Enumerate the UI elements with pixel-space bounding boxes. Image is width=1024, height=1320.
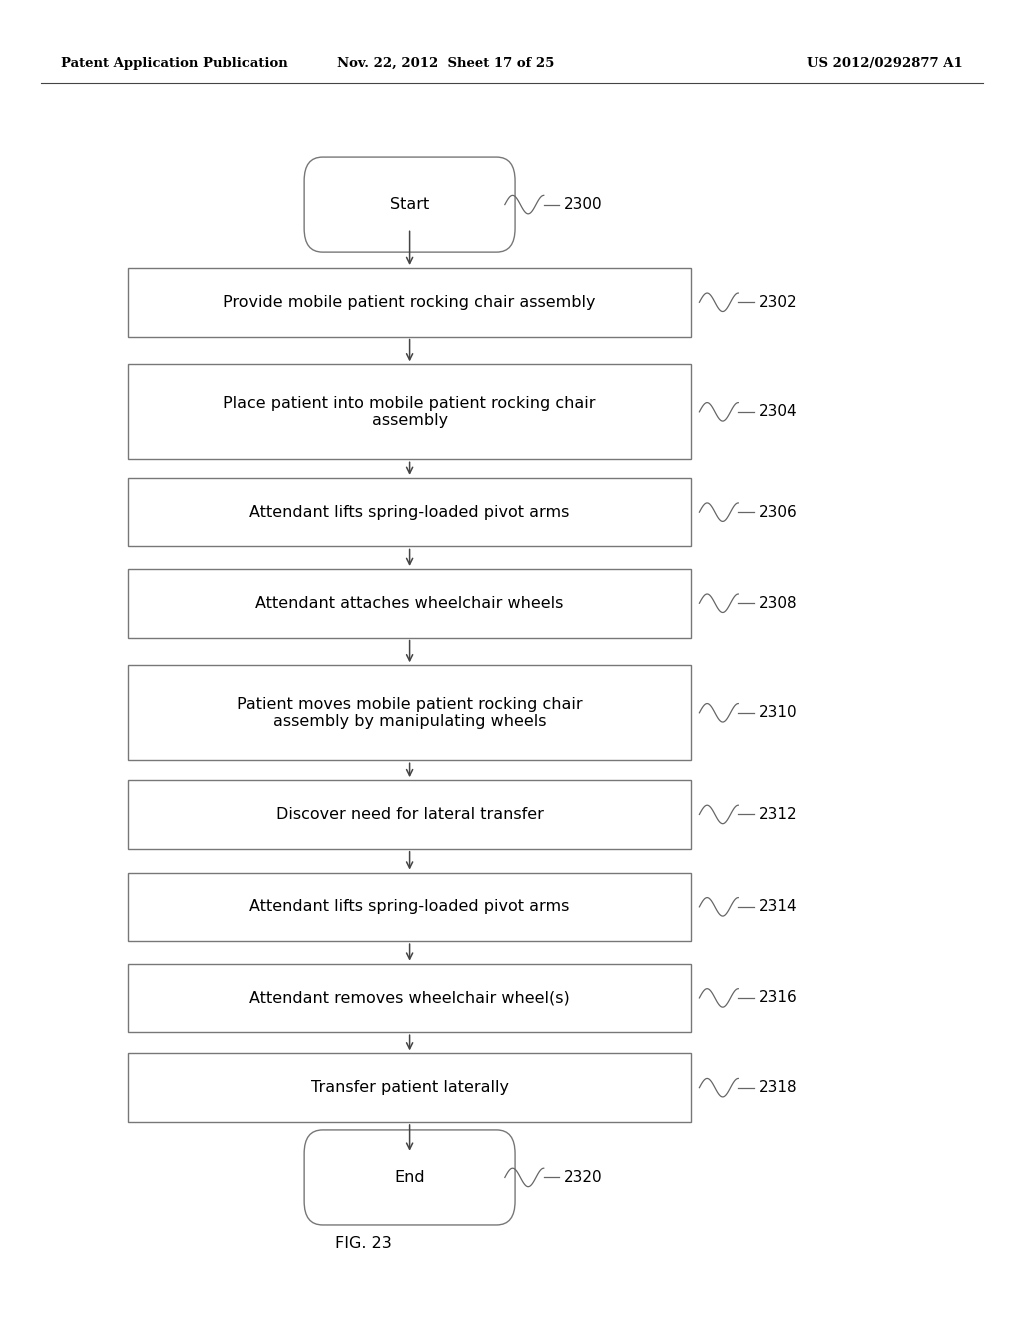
- Text: US 2012/0292877 A1: US 2012/0292877 A1: [807, 57, 963, 70]
- Text: 2300: 2300: [564, 197, 603, 213]
- Text: 2304: 2304: [759, 404, 798, 420]
- Text: Place patient into mobile patient rocking chair
assembly: Place patient into mobile patient rockin…: [223, 396, 596, 428]
- FancyBboxPatch shape: [128, 780, 691, 849]
- Text: 2312: 2312: [759, 807, 798, 822]
- Text: End: End: [394, 1170, 425, 1185]
- Text: Patent Application Publication: Patent Application Publication: [61, 57, 288, 70]
- FancyBboxPatch shape: [128, 1053, 691, 1122]
- Text: Start: Start: [390, 197, 429, 213]
- FancyBboxPatch shape: [128, 873, 691, 941]
- Text: 2308: 2308: [759, 595, 798, 611]
- Text: Attendant attaches wheelchair wheels: Attendant attaches wheelchair wheels: [255, 595, 564, 611]
- FancyBboxPatch shape: [128, 268, 691, 337]
- Text: Attendant lifts spring-loaded pivot arms: Attendant lifts spring-loaded pivot arms: [250, 504, 569, 520]
- FancyBboxPatch shape: [128, 364, 691, 459]
- FancyBboxPatch shape: [128, 569, 691, 638]
- Text: 2302: 2302: [759, 294, 798, 310]
- FancyBboxPatch shape: [304, 157, 515, 252]
- Text: Discover need for lateral transfer: Discover need for lateral transfer: [275, 807, 544, 822]
- Text: Transfer patient laterally: Transfer patient laterally: [310, 1080, 509, 1096]
- Text: 2306: 2306: [759, 504, 798, 520]
- FancyBboxPatch shape: [128, 964, 691, 1032]
- Text: 2310: 2310: [759, 705, 798, 721]
- Text: 2320: 2320: [564, 1170, 603, 1185]
- Text: 2316: 2316: [759, 990, 798, 1006]
- Text: Attendant removes wheelchair wheel(s): Attendant removes wheelchair wheel(s): [249, 990, 570, 1006]
- Text: Patient moves mobile patient rocking chair
assembly by manipulating wheels: Patient moves mobile patient rocking cha…: [237, 697, 583, 729]
- Text: Nov. 22, 2012  Sheet 17 of 25: Nov. 22, 2012 Sheet 17 of 25: [337, 57, 554, 70]
- FancyBboxPatch shape: [128, 665, 691, 760]
- Text: FIG. 23: FIG. 23: [335, 1236, 392, 1251]
- Text: Attendant lifts spring-loaded pivot arms: Attendant lifts spring-loaded pivot arms: [250, 899, 569, 915]
- FancyBboxPatch shape: [128, 478, 691, 546]
- FancyBboxPatch shape: [304, 1130, 515, 1225]
- Text: 2318: 2318: [759, 1080, 798, 1096]
- Text: Provide mobile patient rocking chair assembly: Provide mobile patient rocking chair ass…: [223, 294, 596, 310]
- Text: 2314: 2314: [759, 899, 798, 915]
